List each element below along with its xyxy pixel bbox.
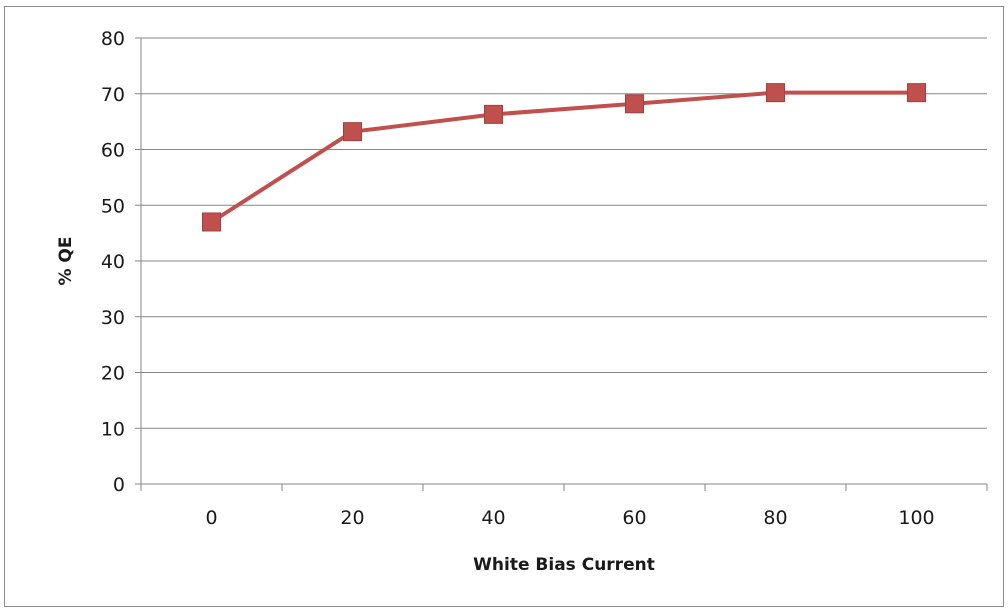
y-tick-label-40: 40 bbox=[101, 251, 125, 273]
x-tick-label-40: 40 bbox=[481, 507, 505, 529]
x-tick-label-60: 60 bbox=[622, 507, 646, 529]
data-point-60 bbox=[625, 94, 644, 114]
y-tick-label-60: 60 bbox=[101, 140, 125, 162]
data-point-100 bbox=[907, 83, 926, 103]
y-tick-label-30: 30 bbox=[101, 307, 125, 329]
series-line-0 bbox=[210, 90, 917, 224]
axes bbox=[140, 38, 987, 485]
y-tick-label-20: 20 bbox=[101, 363, 125, 385]
chart-frame bbox=[4, 6, 1004, 607]
x-tick-label-0: 0 bbox=[205, 507, 217, 529]
series bbox=[202, 83, 926, 232]
y-tick-label-0: 0 bbox=[113, 474, 125, 496]
x-axis-title: White Bias Current bbox=[473, 555, 655, 575]
x-tick-label-80: 80 bbox=[763, 507, 787, 529]
y-tick-labels: 0 10 20 30 40 50 60 70 80 bbox=[101, 28, 125, 496]
x-tick-label-20: 20 bbox=[340, 507, 364, 529]
data-point-20 bbox=[343, 122, 362, 142]
x-tick-labels: 0 20 40 60 80 100 bbox=[205, 507, 934, 529]
data-point-0 bbox=[202, 212, 221, 232]
x-tick-label-100: 100 bbox=[898, 507, 934, 529]
y-axis-title: % QE bbox=[56, 236, 76, 285]
y-tick-label-80: 80 bbox=[101, 28, 125, 50]
y-tick-label-10: 10 bbox=[101, 418, 125, 440]
y-tick-label-70: 70 bbox=[101, 84, 125, 106]
data-point-80 bbox=[766, 83, 785, 103]
gridlines bbox=[135, 37, 988, 491]
data-point-40 bbox=[484, 104, 503, 124]
y-tick-label-50: 50 bbox=[101, 195, 125, 217]
